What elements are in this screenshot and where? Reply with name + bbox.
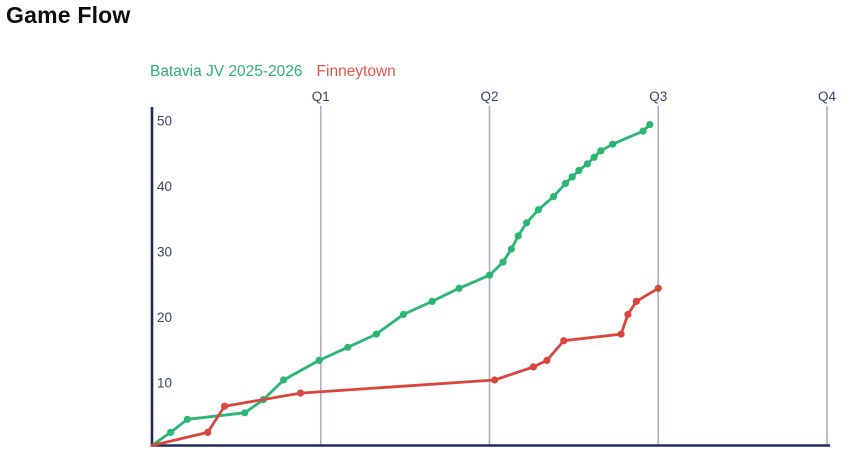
y-tick-label-40: 40: [157, 179, 172, 194]
series-point-finneytown: [624, 310, 632, 319]
series-point-batavia: [455, 284, 463, 292]
series-point-finneytown: [617, 330, 625, 338]
series-point-finneytown: [560, 337, 568, 345]
series-point-batavia: [568, 173, 576, 181]
series-point-batavia: [646, 121, 654, 129]
series-point-batavia: [428, 297, 436, 305]
series-point-batavia: [485, 271, 494, 279]
series-point-batavia: [523, 219, 531, 227]
y-tick-label-10: 10: [157, 376, 172, 391]
series-point-finneytown: [491, 376, 499, 384]
series-point-batavia: [597, 147, 605, 155]
legend-item-finneytown[interactable]: Finneytown: [316, 63, 396, 80]
quarter-label-q3: Q3: [649, 89, 667, 104]
y-tick-label-20: 20: [157, 310, 172, 325]
series-point-finneytown: [543, 356, 551, 364]
series-point-batavia: [550, 193, 558, 201]
chart-legend: Batavia JV 2025-2026 Finneytown: [150, 63, 396, 81]
series-point-batavia: [583, 160, 592, 168]
page-title: Game Flow: [6, 2, 131, 28]
series-point-finneytown: [654, 284, 662, 292]
series-point-finneytown: [632, 297, 640, 305]
series-point-finneytown: [221, 402, 229, 410]
series-point-batavia: [167, 428, 175, 436]
series-point-batavia: [344, 343, 352, 351]
quarter-label-q1: Q1: [312, 89, 330, 104]
series-point-batavia: [499, 258, 507, 266]
y-tick-label-30: 30: [157, 245, 172, 260]
series-point-batavia: [315, 356, 323, 364]
series-point-batavia: [590, 153, 598, 161]
quarter-label-q4: Q4: [818, 89, 837, 104]
series-point-batavia: [241, 409, 249, 417]
series-point-batavia: [561, 179, 570, 188]
series-point-finneytown: [296, 389, 305, 397]
series-point-batavia: [514, 232, 522, 240]
series-point-batavia: [399, 310, 407, 319]
series-point-batavia: [507, 245, 515, 253]
series-point-batavia: [372, 330, 380, 338]
series-point-batavia: [183, 415, 191, 423]
quarter-label-q2: Q2: [480, 89, 498, 104]
series-point-batavia: [609, 140, 617, 148]
series-point-batavia: [280, 376, 288, 384]
legend-item-batavia[interactable]: Batavia JV 2025-2026: [150, 63, 303, 80]
series-point-finneytown: [529, 363, 538, 371]
y-tick-label-50: 50: [157, 114, 172, 129]
series-point-finneytown: [204, 428, 212, 436]
series-point-batavia: [575, 166, 583, 174]
series-point-batavia: [534, 206, 543, 214]
series-point-batavia: [639, 127, 647, 135]
series-line-batavia: [150, 123, 652, 447]
